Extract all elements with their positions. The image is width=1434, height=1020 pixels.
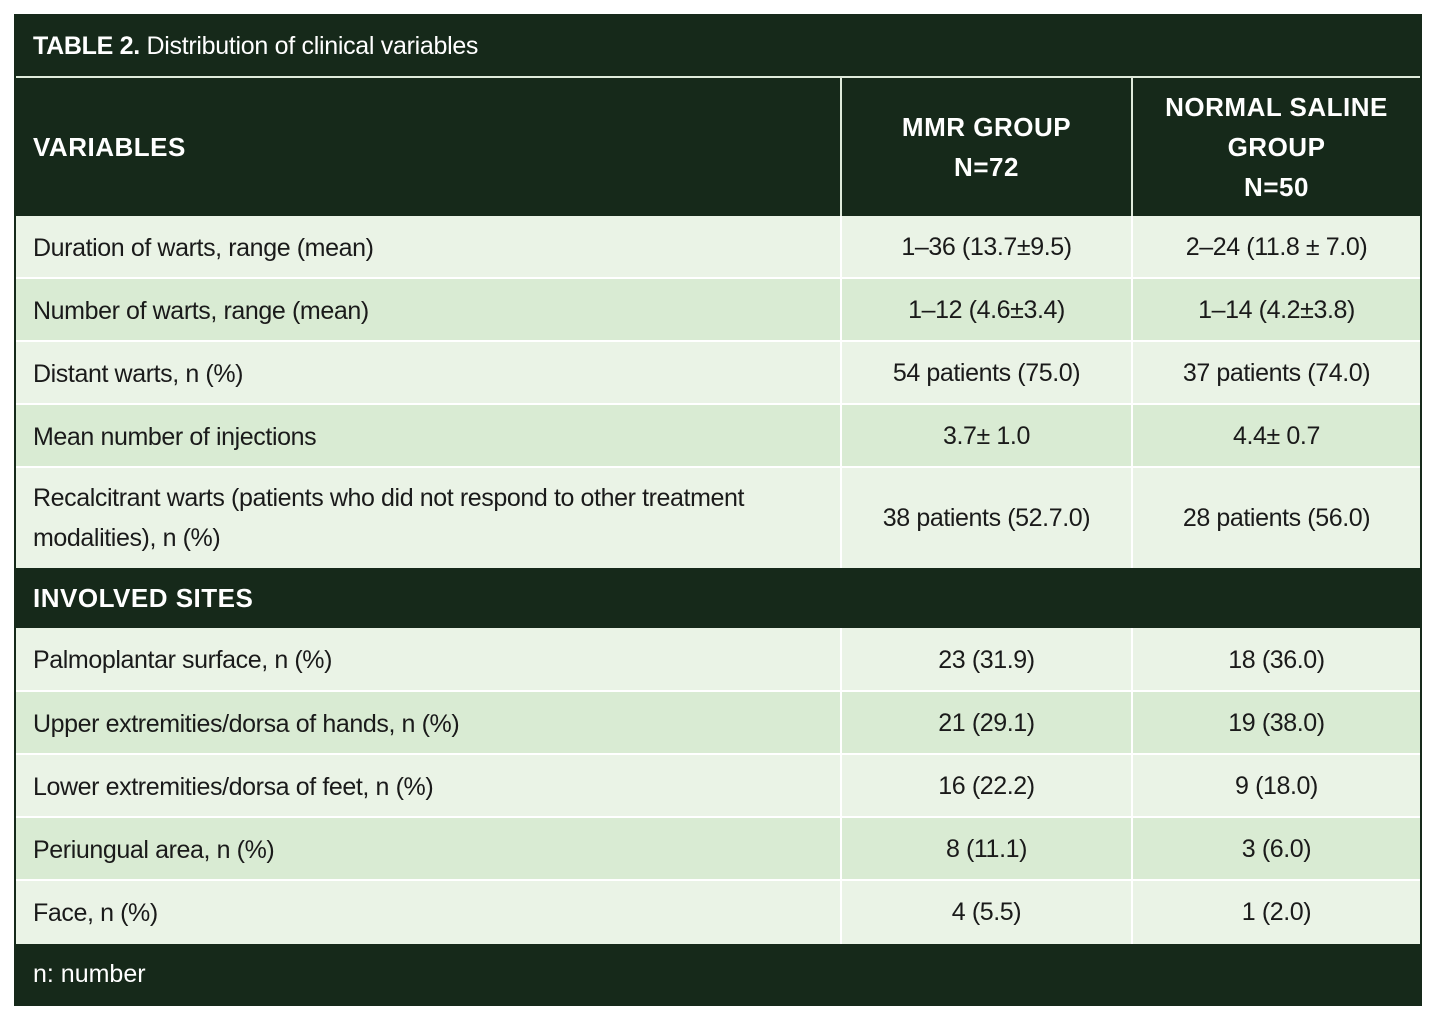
header-variables: VARIABLES: [16, 78, 840, 216]
header-mmr-label: MMR GROUP: [901, 112, 1072, 142]
row-mmr-value: 16 (22.2): [938, 772, 1035, 800]
table-row: Number of warts, range (mean) 1–12 (4.6±…: [16, 279, 1420, 342]
section-involved-sites: INVOLVED SITES: [16, 568, 1420, 628]
row-saline-value: 28 patients (56.0): [1182, 503, 1371, 532]
table-caption: TABLE 2. Distribution of clinical variab…: [16, 16, 1420, 76]
clinical-variables-table: TABLE 2. Distribution of clinical variab…: [14, 14, 1422, 1006]
row-mmr-value: 21 (29.1): [938, 709, 1035, 737]
table-row: Upper extremities/dorsa of hands, n (%) …: [16, 692, 1420, 755]
row-variable: Number of warts, range (mean): [33, 296, 369, 325]
table-row: Lower extremities/dorsa of feet, n (%) 1…: [16, 755, 1420, 818]
row-saline-value: 3 (6.0): [1241, 835, 1312, 863]
row-mmr-value: 38 patients (52.7.0): [882, 503, 1091, 532]
row-mmr-value: 54 patients (75.0): [892, 359, 1081, 387]
row-saline-value: 18 (36.0): [1228, 645, 1325, 674]
row-saline-value: 9 (18.0): [1235, 772, 1318, 800]
table-row: Recalcitrant warts (patients who did not…: [16, 468, 1420, 568]
row-mmr-value: 8 (11.1): [945, 835, 1028, 863]
row-variable: Duration of warts, range (mean): [33, 233, 374, 262]
header-saline-n: N=50: [1244, 172, 1309, 202]
row-mmr-value: 1–12 (4.6±3.4): [908, 296, 1065, 324]
header-variables-label: VARIABLES: [33, 131, 186, 162]
table-row: Duration of warts, range (mean) 1–36 (13…: [16, 216, 1420, 279]
row-variable-line: modalities), n (%): [33, 524, 221, 552]
row-variable: Lower extremities/dorsa of feet, n (%): [33, 772, 434, 801]
row-variable: Palmoplantar surface, n (%): [33, 646, 333, 674]
header-saline-label-2: GROUP: [1227, 132, 1326, 162]
row-variable: Recalcitrant warts (patients who did not…: [16, 468, 840, 568]
row-mmr-value: 3.7± 1.0: [943, 422, 1030, 450]
row-saline-value: 19 (38.0): [1228, 709, 1325, 737]
caption-divider: [16, 76, 1420, 78]
row-saline-value: 4.4± 0.7: [1233, 422, 1320, 450]
row-saline-value: 37 patients (74.0): [1182, 359, 1371, 387]
row-variable: Distant warts, n (%): [33, 359, 244, 388]
table-footnote: n: number: [16, 944, 1420, 1004]
header-divider: [1131, 78, 1133, 216]
row-saline-value: 1–14 (4.2±3.8): [1198, 296, 1355, 324]
row-mmr-value: 23 (31.9): [938, 645, 1035, 674]
header-saline-label: NORMAL SALINE: [1165, 92, 1388, 122]
row-variable: Face, n (%): [33, 898, 158, 927]
table-row: Mean number of injections 3.7± 1.0 4.4± …: [16, 405, 1420, 468]
row-variable-line: Recalcitrant warts (patients who did not…: [33, 484, 745, 512]
table-row: Distant warts, n (%) 54 patients (75.0) …: [16, 342, 1420, 405]
row-saline-value: 1 (2.0): [1241, 898, 1312, 926]
row-mmr-value: 1–36 (13.7±9.5): [901, 233, 1072, 261]
header-mmr-n: N=72: [954, 152, 1019, 182]
table-caption-label: TABLE 2.: [33, 32, 140, 60]
row-variable: Mean number of injections: [33, 422, 317, 451]
row-variable: Upper extremities/dorsa of hands, n (%): [33, 709, 460, 738]
header-divider: [840, 78, 842, 216]
table-row: Palmoplantar surface, n (%) 23 (31.9) 18…: [16, 628, 1420, 692]
header-saline-group: NORMAL SALINE GROUP N=50: [1133, 78, 1420, 216]
row-mmr-value: 4 (5.5): [951, 898, 1022, 926]
row-variable: Periungual area, n (%): [33, 835, 275, 864]
row-saline-value: 2–24 (11.8 ± 7.0): [1185, 233, 1368, 261]
table-row: Periungual area, n (%) 8 (11.1) 3 (6.0): [16, 818, 1420, 881]
header-mmr-group: MMR GROUP N=72: [842, 78, 1131, 216]
table-row: Face, n (%) 4 (5.5) 1 (2.0): [16, 881, 1420, 944]
table-header-row: VARIABLES MMR GROUP N=72 NORMAL SALINE G…: [16, 78, 1420, 216]
table-caption-text: Distribution of clinical variables: [139, 32, 479, 60]
